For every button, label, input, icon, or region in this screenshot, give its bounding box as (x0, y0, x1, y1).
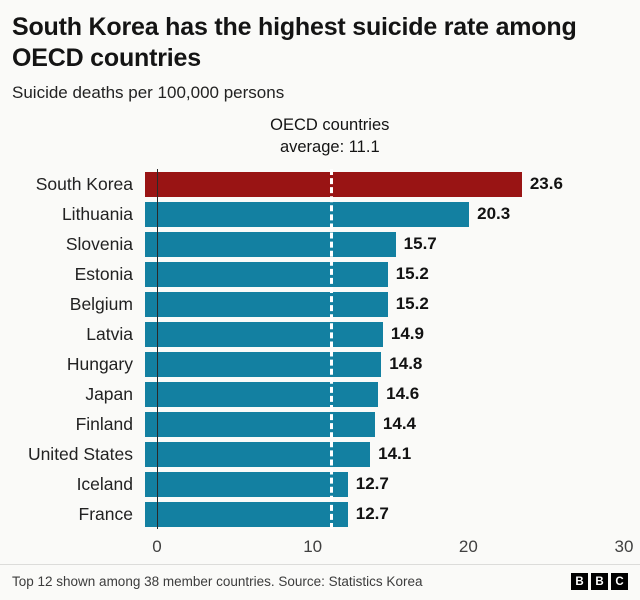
bar-row: Lithuania 20.3 (12, 199, 624, 229)
bar-track: 14.6 (145, 379, 624, 409)
x-tick-label: 30 (614, 537, 634, 556)
country-label: South Korea (35, 173, 133, 194)
bar-row: Iceland 12.7 (12, 469, 624, 499)
value-label: 20.3 (477, 204, 511, 223)
chart-card: South Korea has the highest suicide rate… (12, 13, 633, 563)
bar-track: 12.7 (145, 499, 624, 529)
bar-row: France 12.7 (12, 499, 624, 529)
bar-row: United States 14.1 (12, 439, 624, 469)
bar-track: 23.6 (145, 169, 624, 199)
bar (145, 501, 348, 527)
x-tick-label: 20 (458, 537, 478, 556)
value-label: 23.6 (529, 174, 563, 193)
value-label: 12.7 (355, 504, 389, 523)
average-annotation-row: OECD countries average: 11.1 (157, 115, 624, 161)
bar-track: 15.2 (145, 259, 624, 289)
bar-row: Estonia 15.2 (12, 259, 624, 289)
country-label: Finland (75, 413, 133, 434)
country-label: Hungary (66, 353, 133, 374)
bar (145, 351, 382, 377)
value-label: 15.2 (395, 264, 429, 283)
country-label: Latvia (86, 323, 133, 344)
value-label: 15.2 (395, 294, 429, 313)
bar-row: Finland 14.4 (12, 409, 624, 439)
country-label: France (78, 503, 133, 524)
chart-footer: Top 12 shown among 38 member countries. … (0, 564, 640, 600)
value-label: 15.7 (403, 234, 437, 253)
bar (145, 261, 388, 287)
chart-subtitle: Suicide deaths per 100,000 persons (12, 83, 285, 102)
chart-title: South Korea has the highest suicide rate… (12, 13, 577, 72)
bar-row: Belgium 15.2 (12, 289, 624, 319)
bar (145, 321, 383, 347)
average-annotation-line2: average: 11.1 (279, 137, 380, 156)
bar-track: 15.7 (145, 229, 624, 259)
bar-row: Slovenia 15.7 (12, 229, 624, 259)
x-tick-label: 0 (152, 537, 162, 556)
x-axis-ticks: 0 10 20 30 (152, 537, 633, 563)
bar (145, 381, 379, 407)
bar-row: Latvia 14.9 (12, 319, 624, 349)
bbc-logo-letter: B (591, 573, 608, 590)
source-note: Top 12 shown among 38 member countries. … (12, 574, 423, 589)
country-label: Iceland (76, 473, 133, 494)
value-label: 12.7 (355, 474, 389, 493)
bar-chart: South Korea 23.6 Lithuania 20.3 Slovenia 15.7… (12, 169, 624, 529)
x-tick-label: 10 (303, 537, 323, 556)
bbc-logo-letter: B (571, 573, 588, 590)
value-label: 14.9 (390, 324, 424, 343)
bar-row: Hungary 14.8 (12, 349, 624, 379)
value-label: 14.8 (389, 354, 423, 373)
average-annotation: OECD countries average: 11.1 (270, 115, 389, 159)
bar (145, 171, 522, 197)
value-label: 14.6 (386, 384, 420, 403)
country-label: Lithuania (61, 203, 133, 224)
bar-row: South Korea 23.6 (12, 169, 624, 199)
bar-track: 12.7 (145, 469, 624, 499)
average-annotation-line1: OECD countries (270, 116, 390, 134)
bar (145, 291, 388, 317)
bar-track: 14.8 (145, 349, 624, 379)
bar (145, 201, 470, 227)
bar-track: 14.9 (145, 319, 624, 349)
bar (145, 471, 348, 497)
country-label: Belgium (69, 293, 133, 314)
bar (145, 231, 396, 257)
bar-track: 15.2 (145, 289, 624, 319)
bar-track: 14.1 (145, 439, 624, 469)
bar-rows: South Korea 23.6 Lithuania 20.3 Slovenia 15.7… (12, 169, 624, 529)
bar-row: Japan 14.6 (12, 379, 624, 409)
country-label: Slovenia (65, 233, 133, 254)
bar-track: 20.3 (145, 199, 624, 229)
country-label: United States (27, 443, 133, 464)
country-label: Japan (85, 383, 133, 404)
bbc-logo-letter: C (611, 573, 628, 590)
bar-track: 14.4 (145, 409, 624, 439)
bar (145, 441, 371, 467)
value-label: 14.1 (378, 444, 412, 463)
value-label: 14.4 (382, 414, 416, 433)
country-label: Estonia (74, 263, 133, 284)
bar (145, 411, 375, 437)
